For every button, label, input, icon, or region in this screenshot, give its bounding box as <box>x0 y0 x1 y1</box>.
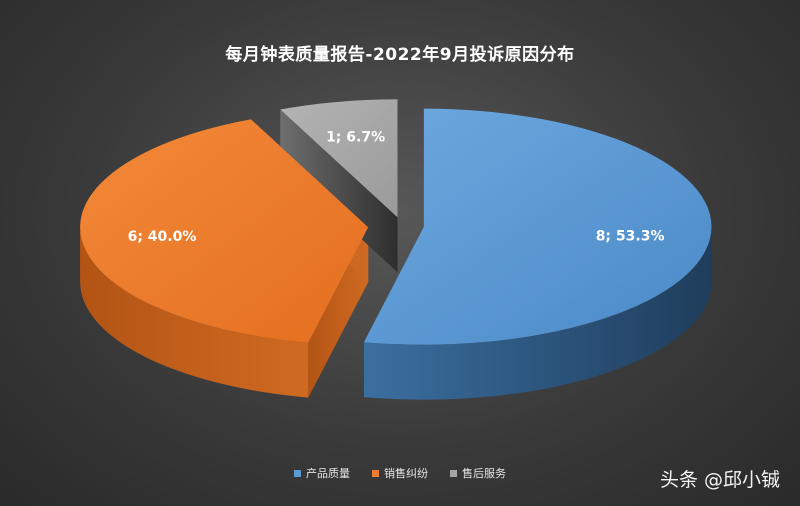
slice-wall-sales-dispute-0 <box>308 227 369 398</box>
data-label-sales-dispute: 6; 40.0% <box>128 229 197 245</box>
chart-legend: 产品质量 销售纠纷 售后服务 <box>0 465 800 481</box>
legend-swatch-product-quality <box>294 469 301 477</box>
slice-sales-dispute <box>80 119 369 343</box>
data-label-product-quality: 8; 53.3% <box>596 229 665 245</box>
legend-label-product-quality: 产品质量 <box>306 467 350 480</box>
slice-rim-sales-dispute <box>80 227 309 398</box>
watermark: 头条 @邱小铖 <box>659 469 780 491</box>
chart-title: 每月钟表质量报告-2022年9月投诉原因分布 <box>225 45 575 65</box>
legend-swatch-sales-dispute <box>372 469 379 477</box>
slice-after-sales <box>280 99 398 218</box>
legend-label-sales-dispute: 销售纠纷 <box>384 467 428 480</box>
legend-item-sales-dispute: 销售纠纷 <box>372 465 428 481</box>
legend-item-product-quality: 产品质量 <box>294 465 350 481</box>
legend-swatch-after-sales <box>450 469 457 477</box>
slice-product-quality <box>364 108 712 345</box>
legend-item-after-sales: 售后服务 <box>450 465 506 481</box>
legend-label-after-sales: 售后服务 <box>462 467 506 480</box>
slice-rim-product-quality <box>363 226 712 400</box>
data-label-after-sales: 1; 6.7% <box>326 130 385 146</box>
